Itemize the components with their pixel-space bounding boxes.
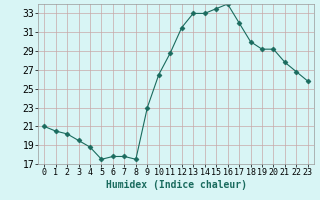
X-axis label: Humidex (Indice chaleur): Humidex (Indice chaleur) [106,180,246,190]
